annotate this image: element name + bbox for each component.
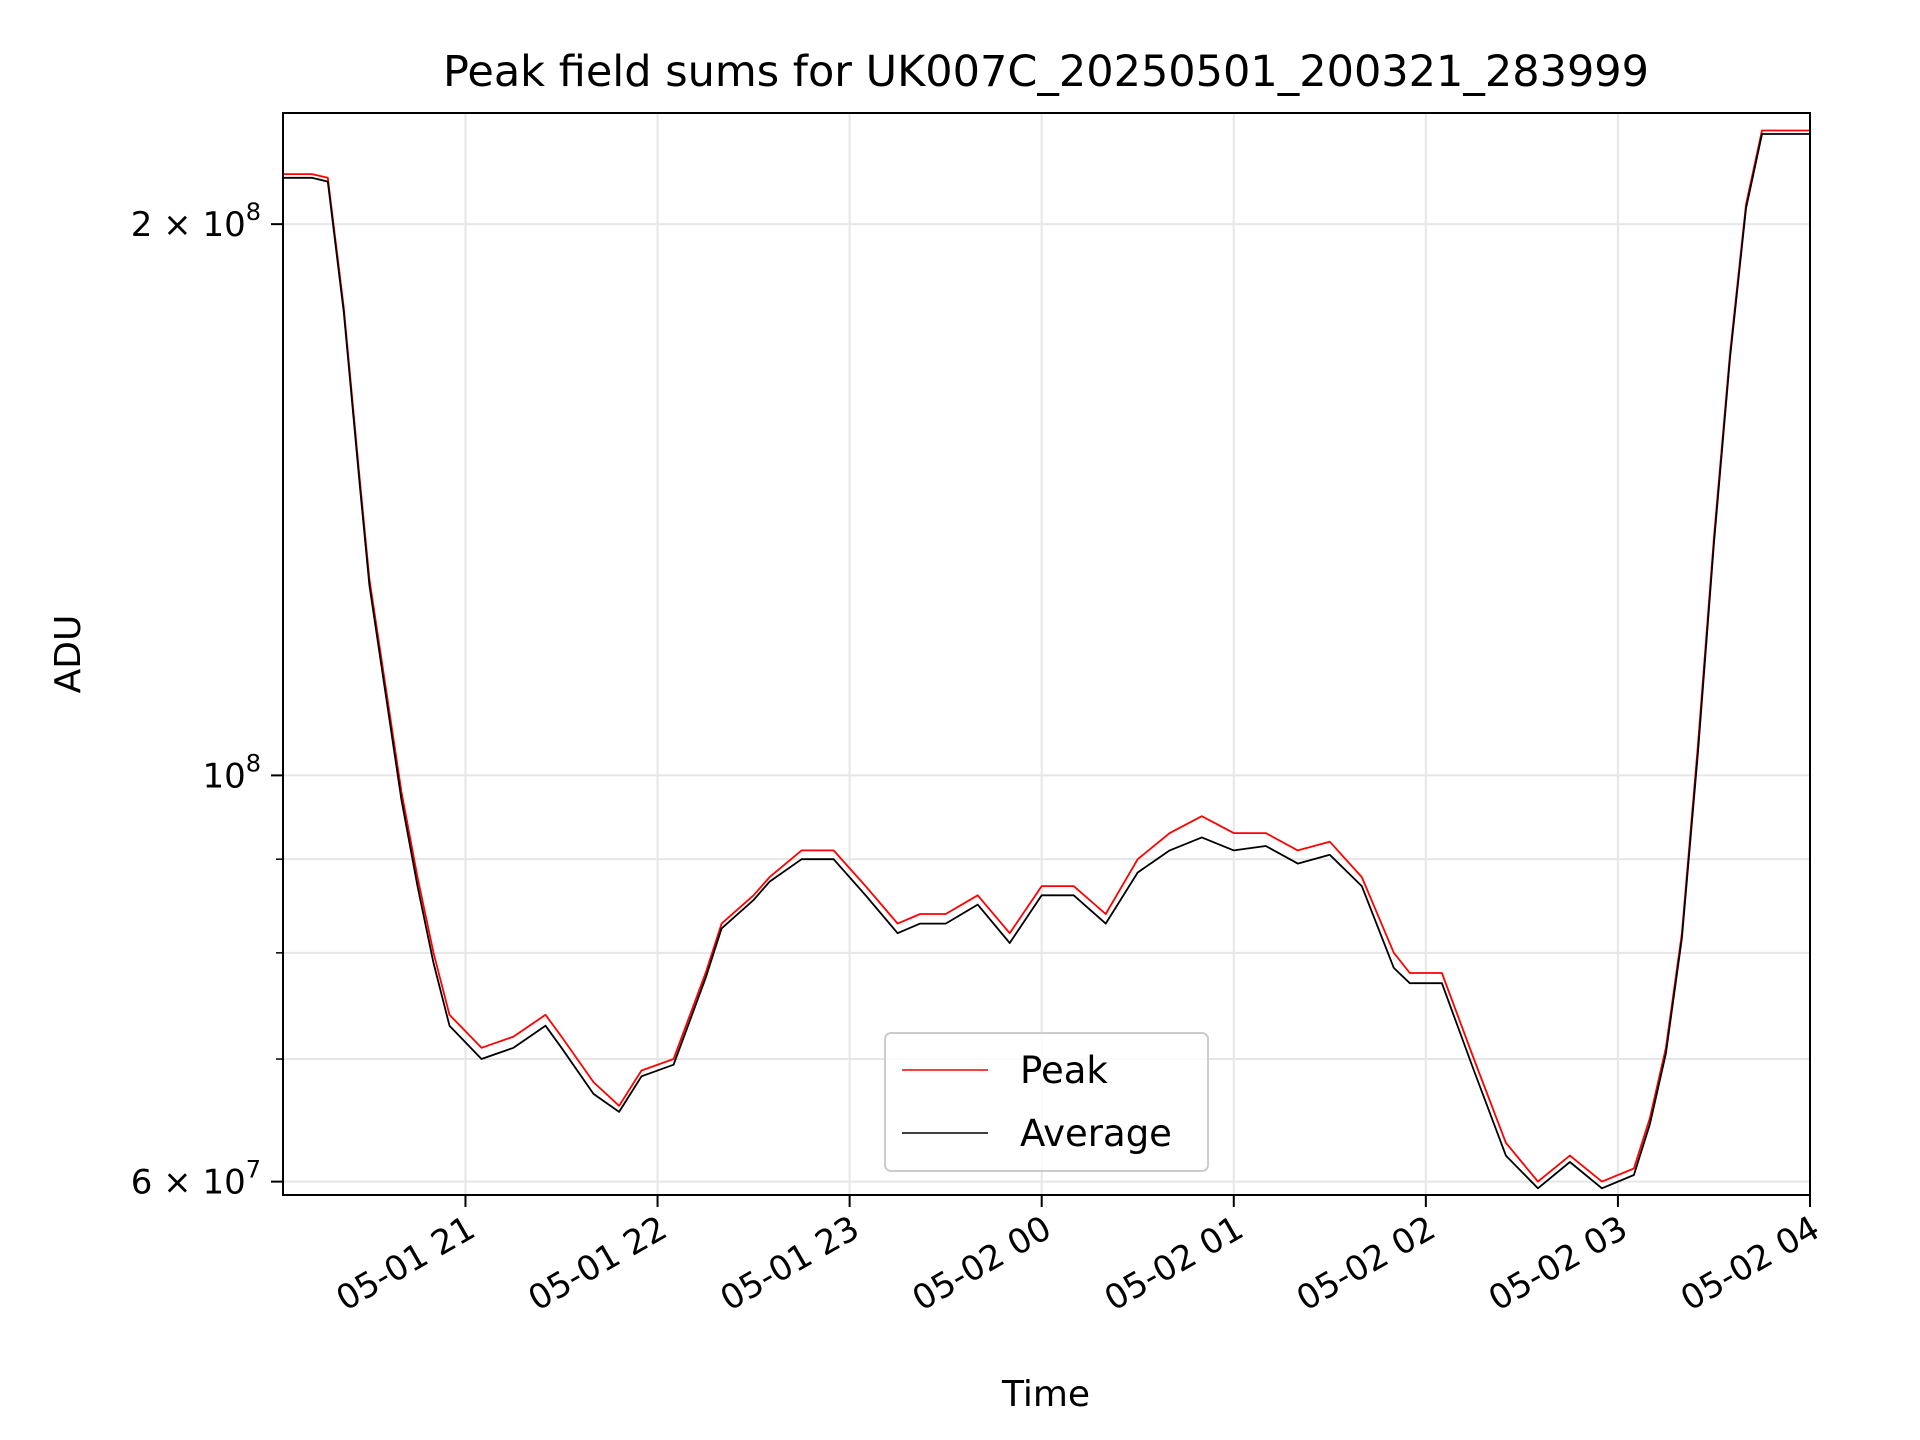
chart-title: Peak field sums for UK007C_20250501_2003… (443, 47, 1649, 97)
y-tick-label: 108 (202, 749, 261, 796)
y-tick-label: 2 × 108 (131, 198, 261, 245)
legend-box (884, 1032, 1209, 1172)
y-axis: 6 × 107 108 2 × 108 (131, 198, 283, 1203)
y-tick-label: 6 × 107 (131, 1156, 261, 1203)
series-line-average (283, 133, 1810, 1190)
series-line-peak (283, 129, 1810, 1183)
legend-label-peak: Peak (1020, 1049, 1108, 1092)
grid (283, 113, 1811, 1195)
legend: Peak Average (884, 1032, 1209, 1172)
x-axis-label: Time (1001, 1374, 1090, 1415)
plot-frame (282, 112, 1811, 1196)
legend-label-average: Average (1020, 1112, 1172, 1155)
series-layer (283, 129, 1810, 1190)
y-axis-label: ADU (48, 615, 89, 694)
